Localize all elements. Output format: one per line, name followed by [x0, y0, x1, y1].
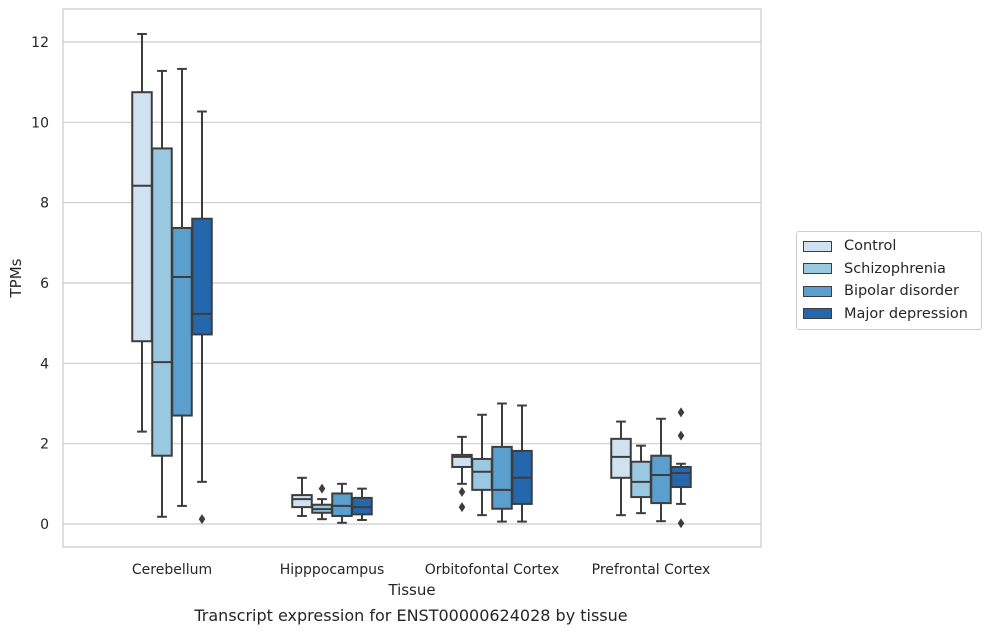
outlier-point — [198, 514, 206, 525]
x-tick-label: Hipppocampus — [280, 562, 385, 578]
box-schizophrenia — [311, 483, 333, 521]
legend-swatch — [803, 285, 832, 297]
box — [291, 494, 313, 509]
x-tick-labels: Cerebellum Hipppocampus Orbitofontal Corte… — [132, 562, 710, 578]
box-bipolar-disorder — [331, 482, 353, 524]
legend-item: Control — [797, 235, 981, 258]
legend-label: Bipolar disorder — [844, 283, 959, 300]
outlier-point — [677, 430, 685, 441]
box — [131, 91, 153, 343]
y-tick-label: 12 — [31, 35, 49, 51]
x-tick-label: Cerebellum — [132, 562, 212, 578]
box-bipolar-disorder — [491, 402, 513, 523]
legend-swatch — [803, 240, 832, 252]
box — [650, 454, 672, 505]
outlier-point — [677, 518, 685, 529]
box-schizophrenia — [471, 413, 493, 517]
y-tick-label: 4 — [40, 356, 49, 372]
box-major-depression — [511, 404, 533, 523]
box-control — [131, 32, 153, 433]
legend-item: Schizophrenia — [797, 258, 981, 281]
box-bipolar-disorder — [171, 67, 193, 507]
box — [171, 226, 193, 417]
outlier-point — [318, 483, 326, 494]
box — [630, 460, 652, 499]
box — [351, 496, 373, 516]
plot-frame — [62, 8, 762, 548]
x-tick-label: Prefrontal Cortex — [592, 562, 711, 578]
legend-label: Control — [844, 238, 897, 255]
box — [151, 147, 173, 457]
box — [610, 437, 632, 479]
box — [670, 465, 692, 489]
outlier-point — [458, 502, 466, 513]
legend-swatch — [803, 308, 832, 320]
box — [491, 445, 513, 510]
box-schizophrenia — [630, 444, 652, 515]
outlier-point — [458, 486, 466, 497]
box-bipolar-disorder — [650, 417, 672, 523]
x-axis-label: Tissue — [387, 581, 435, 599]
box-major-depression — [351, 487, 373, 521]
box — [331, 492, 353, 517]
box-schizophrenia — [151, 69, 173, 518]
boxes-layer — [131, 32, 692, 529]
legend-label: Major depression — [844, 305, 968, 322]
figure-caption: Transcript expression for ENST0000062402… — [194, 606, 628, 625]
box-major-depression — [191, 110, 213, 525]
box-control — [451, 435, 473, 513]
legend-item: Bipolar disorder — [797, 280, 981, 303]
outlier-point — [677, 407, 685, 418]
box — [471, 457, 493, 491]
y-axis-label: TPMs — [7, 258, 25, 298]
box — [191, 217, 213, 336]
x-tick-label: Orbitofontal Cortex — [425, 562, 560, 578]
y-tick-label: 2 — [40, 437, 49, 453]
y-tick-label: 0 — [40, 517, 49, 533]
box-control — [291, 476, 313, 517]
box-control — [610, 420, 632, 517]
legend: Control Schizophrenia Bipolar disorder Majo… — [796, 231, 982, 330]
legend-swatch — [803, 263, 832, 275]
y-tick-label: 8 — [40, 196, 49, 212]
y-tick-label: 6 — [40, 276, 49, 292]
legend-label: Schizophrenia — [844, 260, 946, 277]
y-tick-labels: 0 2 4 6 8 10 12 — [31, 35, 49, 533]
y-tick-label: 10 — [31, 115, 49, 131]
box-major-depression — [670, 407, 692, 529]
legend-item: Major depression — [797, 303, 981, 326]
